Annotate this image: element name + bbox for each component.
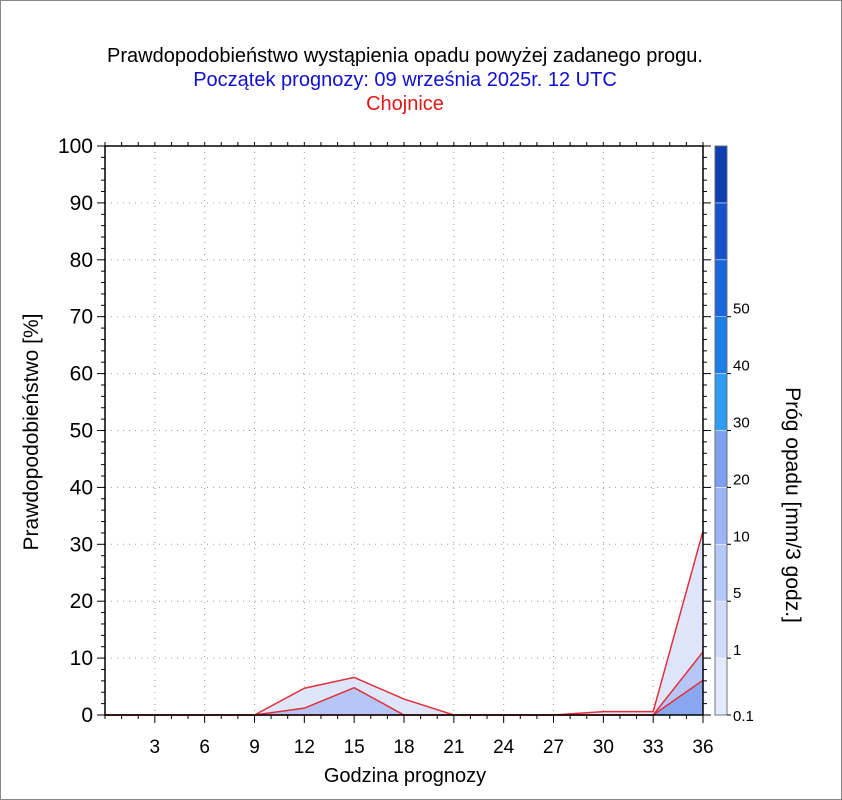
y-tick-label: 80: [70, 249, 93, 272]
colorbar-tick-label: 1: [733, 642, 741, 659]
colorbar-segment: [714, 316, 728, 374]
chart-location: Chojnice: [366, 93, 444, 115]
chart-subtitle: Początek prognozy: 09 września 2025r. 12…: [193, 69, 617, 91]
y-tick-label: 20: [70, 590, 93, 613]
x-tick-label: 9: [249, 737, 260, 758]
colorbar-tick-label: 20: [733, 471, 750, 488]
colorbar-segment: [714, 430, 728, 488]
x-tick-label: 12: [294, 737, 315, 758]
colorbar-segment: [714, 202, 728, 261]
plot-area: [105, 146, 703, 715]
colorbar-segment: [714, 487, 728, 545]
colorbar-tick-label: 30: [733, 415, 750, 432]
y-tick-label: 40: [70, 476, 93, 499]
colorbar: 0.1 1 5 10 20 30 40 50: [714, 145, 754, 725]
colorbar-tick-label: 50: [733, 301, 750, 318]
x-tick-label: 27: [543, 737, 564, 758]
colorbar-tick-label: 0.1: [733, 708, 754, 725]
chart-title: Prawdopodobieństwo wystąpienia opadu pow…: [107, 45, 703, 67]
y-tick-label: 70: [70, 306, 93, 329]
colorbar-label: Próg opadu [mm/3 godz.]: [781, 387, 804, 623]
y-tick-label: 50: [70, 420, 93, 443]
colorbar-segment: [714, 145, 728, 204]
y-axis-label: Prawdopodobieństwo [%]: [20, 314, 43, 551]
x-tick-label: 6: [199, 737, 210, 758]
colorbar-segment: [714, 657, 728, 716]
x-tick-label: 36: [692, 737, 713, 758]
axes: 3 6 9 12 15 18 21 24 27 30 33 360102030405060708090…: [58, 135, 714, 758]
colorbar-segment: [714, 373, 728, 431]
y-tick-label: 90: [70, 192, 93, 215]
x-tick-label: 21: [443, 737, 464, 758]
x-axis-label: Godzina prognozy: [324, 765, 486, 787]
x-tick-label: 33: [643, 737, 664, 758]
x-tick-label: 3: [150, 737, 161, 758]
colorbar-tick-label: 40: [733, 358, 750, 375]
x-tick-label: 30: [593, 737, 614, 758]
y-tick-label: 60: [70, 363, 93, 386]
colorbar-segment: [714, 600, 728, 659]
x-tick-label: 24: [493, 737, 515, 758]
colorbar-segment: [714, 259, 728, 317]
grid: [105, 146, 703, 715]
y-tick-label: 100: [58, 135, 93, 158]
x-tick-label: 15: [344, 737, 365, 758]
y-tick-label: 0: [81, 704, 93, 727]
y-tick-label: 30: [70, 533, 93, 556]
colorbar-tick-label: 5: [733, 585, 741, 602]
colorbar-tick-label: 10: [733, 528, 750, 545]
colorbar-segment: [714, 544, 728, 602]
y-tick-label: 10: [70, 647, 93, 670]
x-tick-label: 18: [393, 737, 414, 758]
